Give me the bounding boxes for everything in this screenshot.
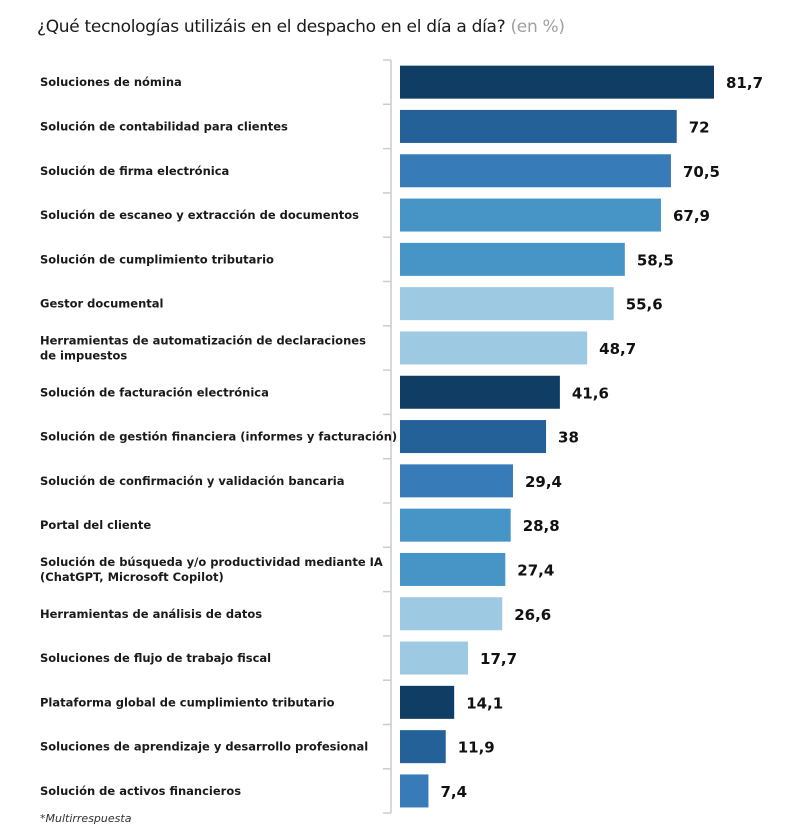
value-label: 29,4 [525,473,562,491]
value-label: 72 [689,118,710,136]
value-label: 70,5 [683,163,720,181]
bar [400,154,671,188]
bar [400,685,455,719]
value-label: 26,6 [514,606,551,624]
value-label: 81,7 [726,74,763,92]
bar [400,109,677,143]
footnote: *Multirrespuesta [40,812,132,825]
value-label: 14,1 [466,694,503,712]
bar [400,552,506,586]
value-label: 17,7 [480,650,517,668]
category-label: Gestor documental [40,297,163,311]
bar [400,464,513,498]
value-label: 38 [558,429,579,447]
chart-title-unit: (en %) [510,17,565,37]
category-label: Herramientas de análisis de datos [40,607,262,621]
category-label: Solución de escaneo y extracción de docu… [40,208,359,222]
category-label: Soluciones de nómina [40,75,182,89]
category-label: Solución de activos financieros [40,784,241,798]
category-label: Solución de contabilidad para clientes [40,119,288,133]
value-label: 11,9 [458,739,495,757]
value-label: 7,4 [440,783,467,801]
value-label: 48,7 [599,340,636,358]
bar [400,730,446,764]
category-label: Soluciones de aprendizaje y desarrollo p… [40,740,368,754]
value-label: 41,6 [572,384,609,402]
category-label: Solución de búsqueda y/o productividad m… [40,555,383,584]
value-label: 28,8 [523,517,560,535]
category-label: Solución de cumplimiento tributario [40,252,274,266]
value-label: 67,9 [673,207,710,225]
bar [400,242,625,276]
category-label: Portal del cliente [40,518,151,532]
bar [400,287,614,321]
category-label: Soluciones de flujo de trabajo fiscal [40,651,271,665]
value-label: 27,4 [517,561,554,579]
bar [400,641,469,675]
bar [400,198,661,232]
chart-title-text: ¿Qué tecnologías utilizáis en el despach… [37,17,506,37]
category-label: Solución de facturación electrónica [40,385,269,399]
category-label: Solución de confirmación y validación ba… [40,474,345,488]
bar [400,508,511,542]
bar [400,774,429,808]
bar [400,420,547,454]
value-label: 58,5 [637,251,674,269]
chart-title: ¿Qué tecnologías utilizáis en el despach… [37,17,565,37]
bar [400,597,503,631]
bar [400,65,714,99]
category-label: Herramientas de automatización de declar… [40,333,366,362]
bar [400,331,588,365]
category-label: Solución de gestión financiera (informes… [40,430,397,444]
bar [400,375,560,409]
category-label: Plataforma global de cumplimiento tribut… [40,695,335,709]
category-label: Solución de firma electrónica [40,164,229,178]
value-label: 55,6 [626,296,663,314]
